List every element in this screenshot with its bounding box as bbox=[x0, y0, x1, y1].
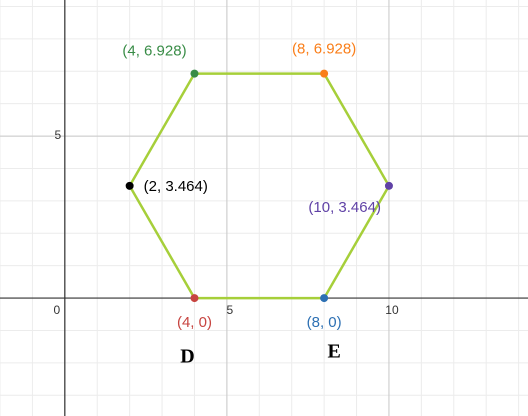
point bbox=[190, 294, 199, 303]
annotation: D bbox=[180, 346, 194, 368]
point bbox=[190, 69, 199, 78]
point-label: (8, 6.928) bbox=[292, 41, 356, 58]
point bbox=[320, 69, 329, 78]
point bbox=[384, 181, 393, 190]
point-label: (10, 3.464) bbox=[308, 199, 381, 216]
point bbox=[125, 181, 134, 190]
point-label: (2, 3.464) bbox=[144, 178, 208, 195]
y-tick-label: 5 bbox=[54, 128, 61, 142]
point-label: (8, 0) bbox=[307, 314, 342, 331]
annotation: E bbox=[327, 341, 340, 363]
x-tick-label: 10 bbox=[385, 303, 399, 317]
point-label: (4, 6.928) bbox=[122, 43, 186, 60]
point bbox=[320, 294, 329, 303]
x-tick-label: 0 bbox=[53, 303, 60, 317]
x-tick-label: 5 bbox=[227, 303, 234, 317]
point-label: (4, 0) bbox=[177, 314, 212, 331]
